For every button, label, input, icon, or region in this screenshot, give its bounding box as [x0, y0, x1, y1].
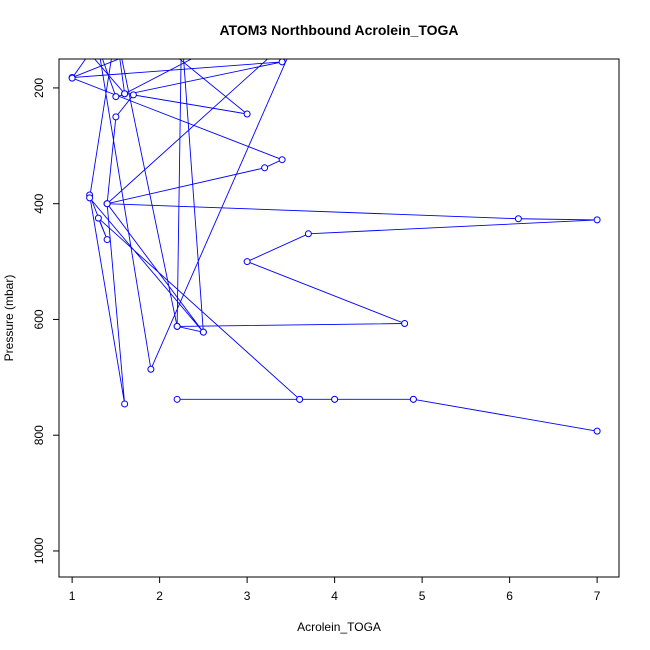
- data-point: [147, 365, 155, 373]
- data-point: [243, 258, 251, 266]
- y-tick-label: 1000: [32, 537, 46, 564]
- data-point: [261, 164, 269, 172]
- data-point: [331, 395, 339, 403]
- data-point: [68, 74, 76, 82]
- x-tick-label: 1: [69, 589, 76, 603]
- data-point: [278, 59, 286, 66]
- chart-title: ATOM3 Northbound Acrolein_TOGA: [219, 22, 458, 38]
- data-point: [593, 216, 601, 224]
- axes-layer: 1 2 3 4 5 6 7 200 400 600 800 1000: [32, 78, 601, 603]
- x-tick-label: 2: [156, 589, 163, 603]
- series-layer: [68, 59, 601, 435]
- data-point: [112, 93, 120, 101]
- x-tick-label: 4: [331, 589, 338, 603]
- data-point: [199, 328, 207, 336]
- y-tick-label: 600: [32, 309, 46, 329]
- data-point: [296, 395, 304, 403]
- y-tick-label: 800: [32, 425, 46, 445]
- data-point: [243, 110, 251, 118]
- data-point: [112, 113, 120, 121]
- data-point: [409, 395, 417, 403]
- series-line: [71, 59, 598, 432]
- data-point: [103, 236, 111, 244]
- x-tick-label: 6: [506, 589, 513, 603]
- x-tick-label: 5: [419, 589, 426, 603]
- x-tick-label: 3: [244, 589, 251, 603]
- data-point: [173, 322, 181, 330]
- data-point: [593, 427, 601, 435]
- data-point: [121, 400, 129, 408]
- data-point: [94, 214, 102, 222]
- data-point: [514, 215, 522, 223]
- data-point: [401, 320, 409, 327]
- x-axis-label: Acrolein_TOGA: [297, 620, 381, 634]
- data-point: [103, 200, 111, 208]
- data-point: [173, 395, 181, 403]
- y-axis-label: Pressure (mbar): [2, 275, 16, 362]
- plot-frame: [58, 58, 620, 578]
- data-point: [86, 194, 94, 202]
- y-tick-label: 400: [32, 193, 46, 213]
- y-tick-label: 200: [32, 78, 46, 98]
- x-tick-label: 7: [594, 589, 601, 603]
- data-point: [121, 90, 129, 98]
- data-point: [278, 156, 286, 164]
- data-point: [304, 230, 312, 238]
- data-point: [129, 91, 137, 99]
